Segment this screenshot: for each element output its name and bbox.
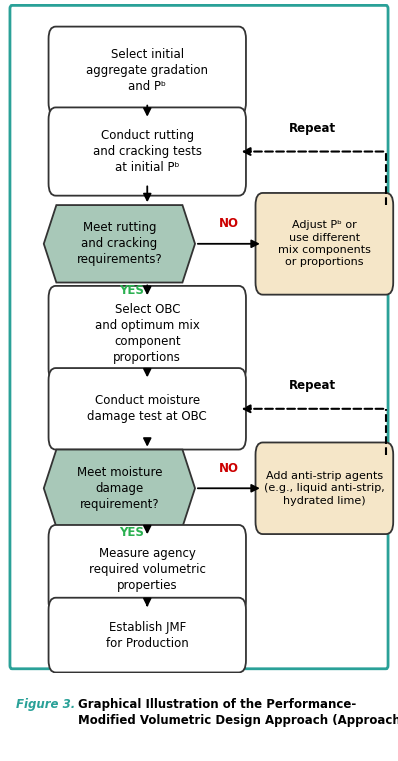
FancyBboxPatch shape [256, 193, 393, 295]
FancyBboxPatch shape [256, 442, 393, 534]
Text: Meet moisture
damage
requirement?: Meet moisture damage requirement? [77, 466, 162, 511]
Text: Establish JMF
for Production: Establish JMF for Production [106, 621, 189, 650]
Text: Repeat: Repeat [289, 122, 336, 135]
Text: Select initial
aggregate gradation
and Pᵇ: Select initial aggregate gradation and P… [86, 48, 208, 93]
Text: NO: NO [219, 462, 239, 475]
Polygon shape [44, 205, 195, 282]
Text: YES: YES [119, 526, 144, 539]
Text: YES: YES [119, 284, 144, 297]
Text: Meet rutting
and cracking
requirements?: Meet rutting and cracking requirements? [76, 221, 162, 266]
Text: Measure agency
required volumetric
properties: Measure agency required volumetric prope… [89, 546, 206, 591]
FancyBboxPatch shape [49, 525, 246, 613]
FancyBboxPatch shape [49, 368, 246, 450]
Text: Graphical Illustration of the Performance-
Modified Volumetric Design Approach (: Graphical Illustration of the Performanc… [78, 698, 398, 727]
FancyBboxPatch shape [49, 27, 246, 115]
FancyBboxPatch shape [49, 597, 246, 673]
Text: NO: NO [219, 218, 239, 231]
FancyBboxPatch shape [10, 5, 388, 669]
Text: Conduct moisture
damage test at OBC: Conduct moisture damage test at OBC [88, 394, 207, 423]
Text: Figure 3.: Figure 3. [16, 698, 75, 711]
Text: Conduct rutting
and cracking tests
at initial Pᵇ: Conduct rutting and cracking tests at in… [93, 129, 202, 174]
Text: Add anti-strip agents
(e.g., liquid anti-strip,
hydrated lime): Add anti-strip agents (e.g., liquid anti… [264, 471, 385, 505]
FancyBboxPatch shape [49, 107, 246, 196]
Text: Select OBC
and optimum mix
component
proportions: Select OBC and optimum mix component pro… [95, 303, 200, 364]
Text: Adjust Pᵇ or
use different
mix components
or proportions: Adjust Pᵇ or use different mix component… [278, 220, 371, 267]
Polygon shape [44, 450, 195, 527]
FancyBboxPatch shape [49, 286, 246, 380]
Text: Repeat: Repeat [289, 379, 336, 392]
